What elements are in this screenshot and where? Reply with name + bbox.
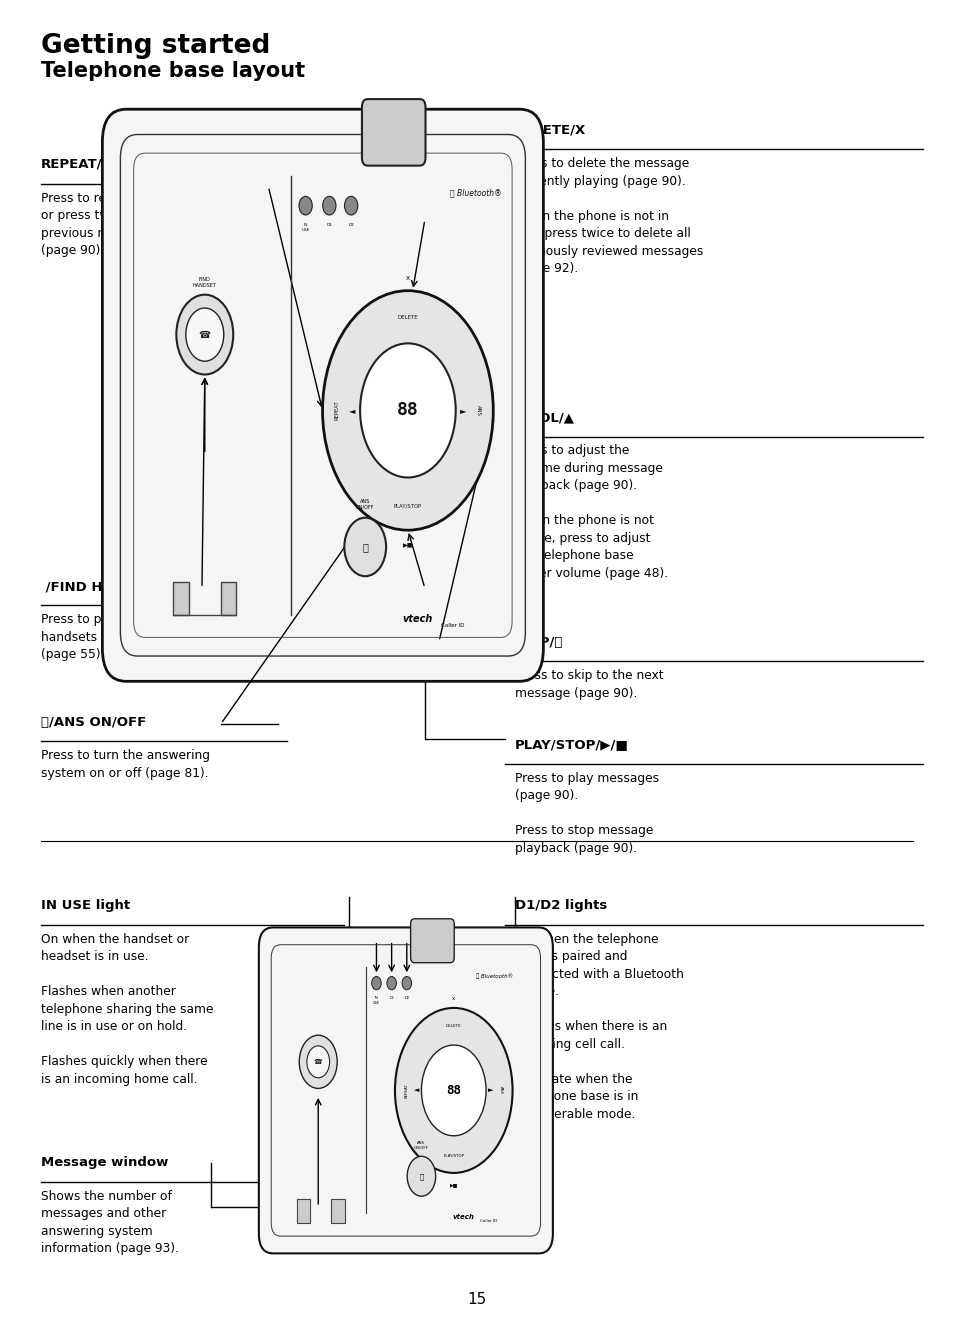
Text: Press to repeat a message
or press twice to play the
previous message
(page 90).: Press to repeat a message or press twice… (41, 191, 204, 258)
FancyBboxPatch shape (258, 927, 553, 1253)
Text: vtech: vtech (452, 1214, 474, 1220)
Text: x: x (452, 997, 455, 1001)
Text: IN
USE: IN USE (301, 223, 310, 231)
Text: PLAY/STOP: PLAY/STOP (443, 1154, 464, 1158)
Text: Press to page all system
handsets and headset
(page 55).: Press to page all system handsets and he… (41, 613, 191, 661)
Text: ▼/VOL/▲: ▼/VOL/▲ (515, 411, 575, 425)
Text: On when the telephone
base is paired and
connected with a Bluetooth
device.

Fla: On when the telephone base is paired and… (515, 933, 683, 1121)
Text: Press to skip to the next
message (page 90).: Press to skip to the next message (page … (515, 669, 663, 700)
Text: 88: 88 (446, 1083, 461, 1097)
Text: x: x (405, 275, 410, 281)
FancyBboxPatch shape (410, 919, 454, 963)
Circle shape (372, 977, 381, 990)
Circle shape (344, 196, 357, 215)
Text: REPEAT/⏮: REPEAT/⏮ (41, 159, 111, 171)
Text: Press to adjust the
volume during message
playback (page 90).

When the phone is: Press to adjust the volume during messag… (515, 445, 667, 580)
Text: ⏻/ANS ON/OFF: ⏻/ANS ON/OFF (41, 716, 146, 729)
Text: ◄: ◄ (349, 406, 355, 415)
Text: DELETE: DELETE (445, 1025, 461, 1029)
Text: ANS: ANS (498, 1086, 502, 1094)
Text: REPEAT: REPEAT (404, 1083, 408, 1098)
Text: ANS
ON/OFF: ANS ON/OFF (414, 1141, 429, 1149)
Text: 15: 15 (467, 1292, 486, 1307)
Circle shape (322, 291, 493, 530)
Text: ⏻: ⏻ (419, 1173, 423, 1180)
Text: Press to delete the message
currently playing (page 90).

When the phone is not : Press to delete the message currently pl… (515, 158, 702, 275)
Text: ☎: ☎ (198, 330, 211, 339)
Circle shape (421, 1045, 486, 1136)
Text: ►: ► (459, 406, 466, 415)
Text: D1/D2 lights: D1/D2 lights (515, 899, 606, 912)
Text: REPEAT: REPEAT (335, 401, 339, 421)
Text: ANS: ANS (476, 405, 480, 415)
Text: ▶■: ▶■ (449, 1182, 457, 1188)
Text: 88: 88 (396, 401, 418, 420)
Text: D1: D1 (389, 997, 394, 1001)
Text: Message window: Message window (41, 1156, 168, 1169)
Text: IN
USE: IN USE (373, 997, 379, 1005)
Text: ▶■: ▶■ (402, 542, 413, 548)
Bar (173, 581, 189, 615)
Bar (297, 1198, 310, 1222)
Circle shape (176, 295, 233, 374)
Text: Press to play messages
(page 90).

Press to stop message
playback (page 90).: Press to play messages (page 90). Press … (515, 772, 659, 855)
Circle shape (359, 343, 456, 477)
Text: Shows the number of
messages and other
answering system
information (page 93).: Shows the number of messages and other a… (41, 1189, 178, 1255)
Circle shape (401, 977, 411, 990)
Circle shape (395, 1007, 512, 1173)
Text: PLAY/STOP: PLAY/STOP (394, 504, 421, 509)
FancyBboxPatch shape (102, 110, 543, 681)
Text: ►: ► (488, 1088, 493, 1093)
Circle shape (387, 977, 395, 990)
Text: DELETE: DELETE (397, 314, 417, 319)
Text: Getting started: Getting started (41, 33, 270, 59)
Circle shape (322, 196, 335, 215)
Text: ☎: ☎ (314, 1059, 322, 1065)
Text: Telephone base layout: Telephone base layout (41, 61, 305, 81)
Circle shape (407, 1156, 436, 1196)
Text: D2: D2 (348, 223, 354, 227)
Text: D1: D1 (326, 223, 332, 227)
Circle shape (307, 1046, 330, 1078)
Text: PLAY/STOP/▶/■: PLAY/STOP/▶/■ (515, 739, 628, 752)
FancyBboxPatch shape (361, 99, 425, 166)
Text: Ⓑ Bluetooth®: Ⓑ Bluetooth® (476, 973, 513, 979)
Text: On when the handset or
headset is in use.

Flashes when another
telephone sharin: On when the handset or headset is in use… (41, 933, 213, 1086)
Text: ⏻: ⏻ (362, 542, 368, 552)
Bar (331, 1198, 344, 1222)
Text: SKIP/⏭: SKIP/⏭ (515, 636, 561, 649)
Text: FIND
HANDSET: FIND HANDSET (193, 278, 216, 289)
Text: DELETE/X: DELETE/X (515, 124, 585, 136)
Circle shape (298, 196, 312, 215)
Text: Caller ID: Caller ID (440, 623, 464, 628)
Circle shape (344, 517, 386, 576)
Text: vtech: vtech (402, 615, 432, 624)
Circle shape (186, 309, 224, 361)
Circle shape (299, 1035, 336, 1089)
Text: IN USE light: IN USE light (41, 899, 130, 912)
Bar (221, 581, 235, 615)
Text: ANS
ON/OFF: ANS ON/OFF (355, 498, 374, 509)
Text: Ⓑ Bluetooth®: Ⓑ Bluetooth® (450, 188, 501, 198)
Text: /FIND HANDSET: /FIND HANDSET (41, 580, 162, 593)
Text: D2: D2 (404, 997, 409, 1001)
Text: ◄: ◄ (414, 1088, 419, 1093)
Text: Caller ID: Caller ID (479, 1218, 497, 1222)
Text: Press to turn the answering
system on or off (page 81).: Press to turn the answering system on or… (41, 749, 210, 780)
